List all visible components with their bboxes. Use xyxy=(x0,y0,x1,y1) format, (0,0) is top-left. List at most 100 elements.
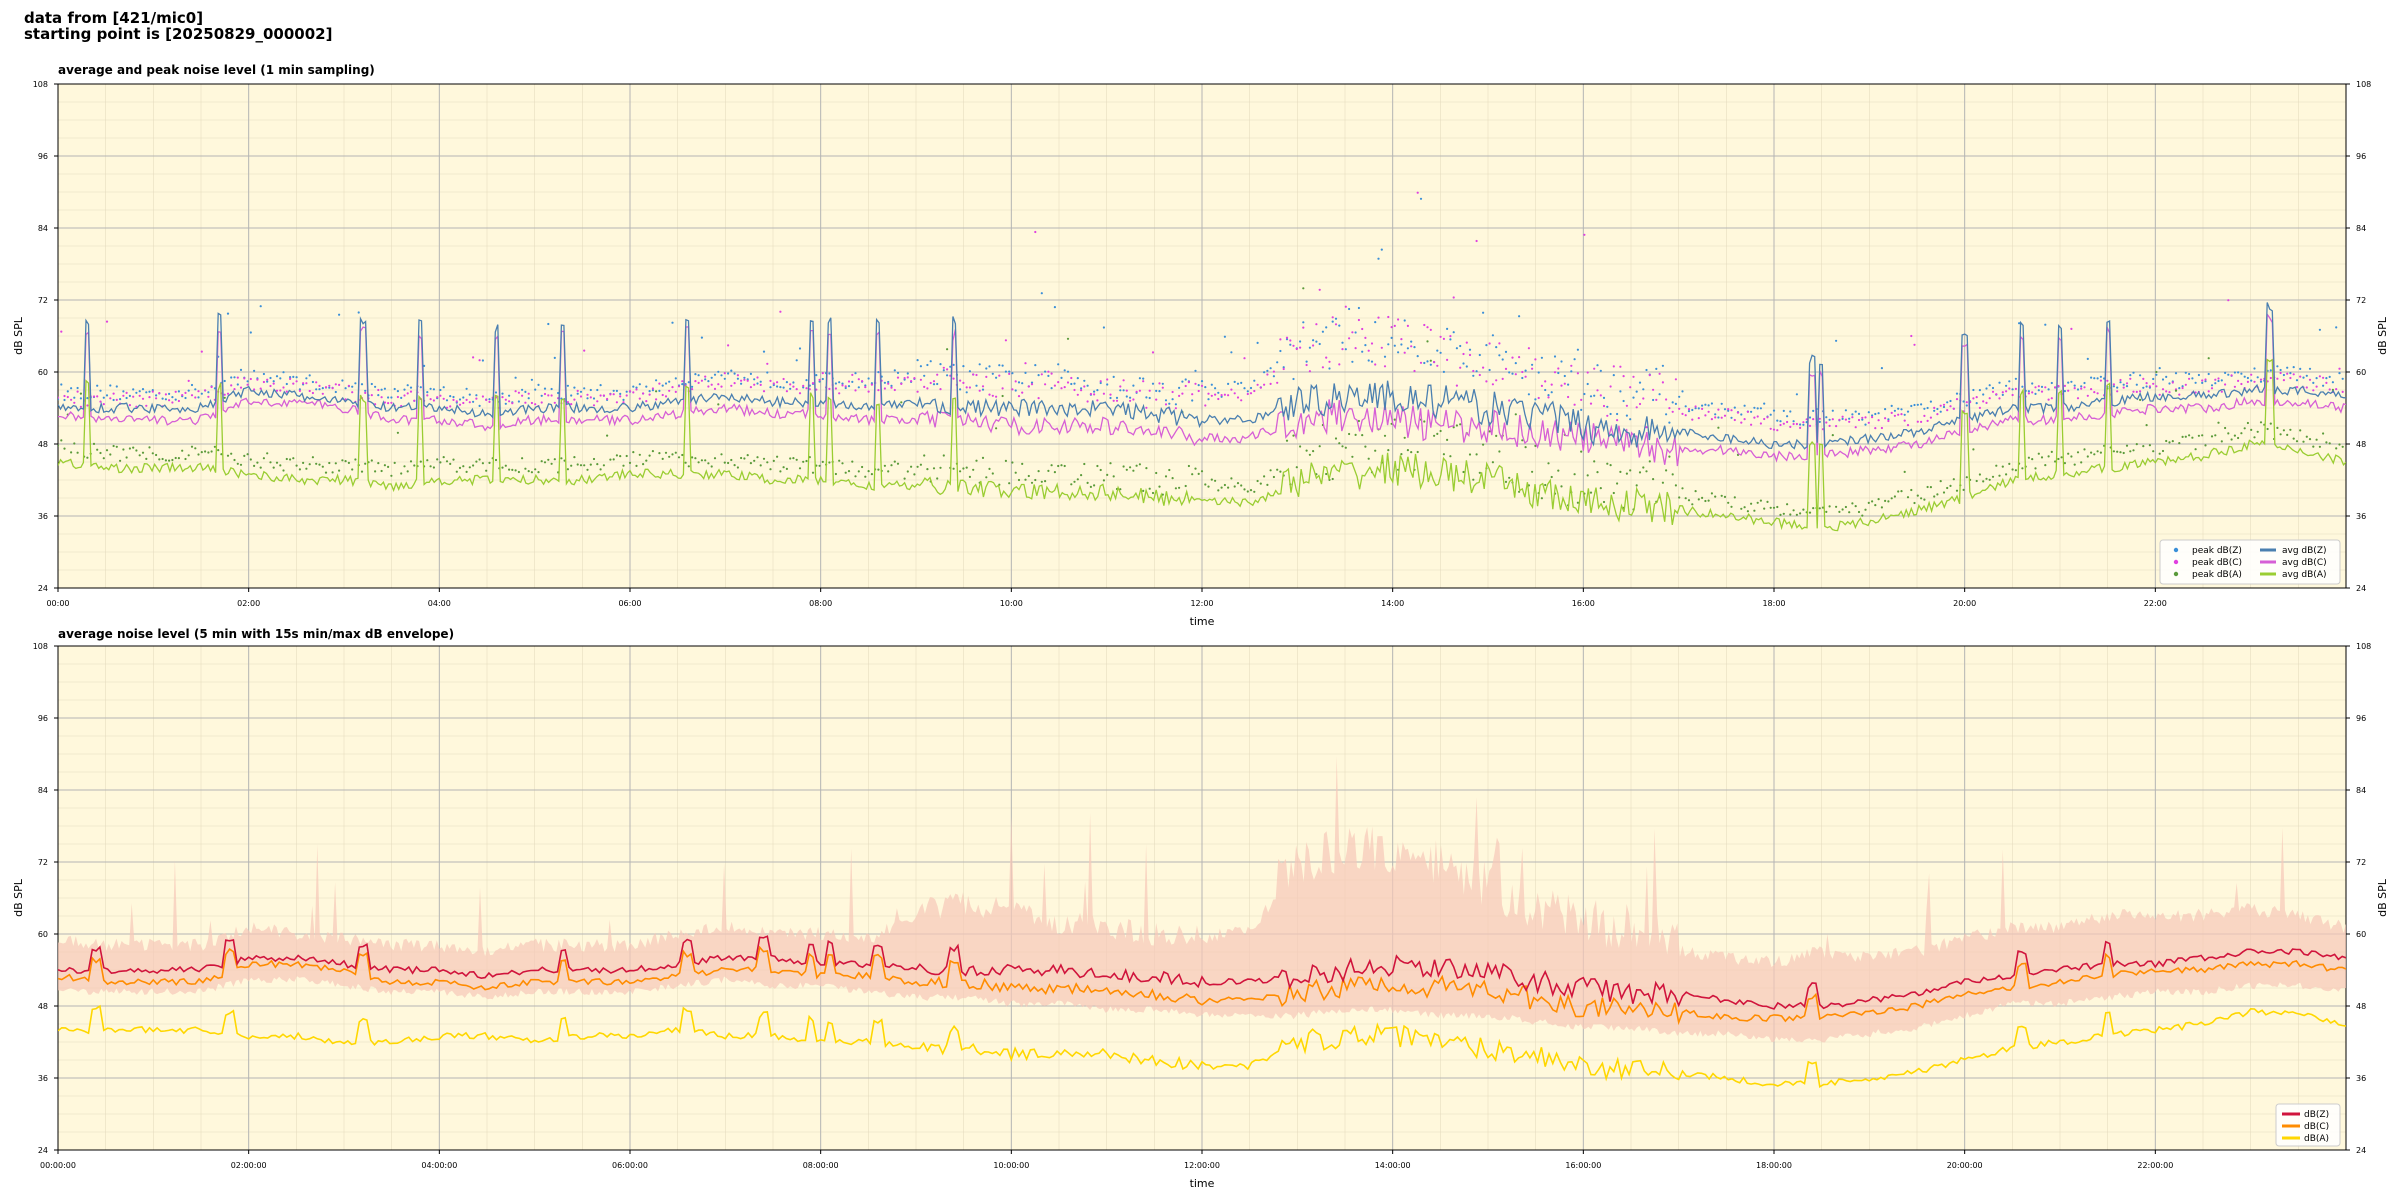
peak-point xyxy=(1910,488,1913,492)
peak-point xyxy=(1433,434,1436,437)
peak-point xyxy=(1835,339,1838,342)
peak-point xyxy=(2197,373,2200,377)
peak-point xyxy=(168,392,171,395)
p2-x-axis-label: time xyxy=(1190,1177,1215,1190)
peak-point xyxy=(148,446,151,449)
p1-y-tick-label: 72 xyxy=(38,296,48,305)
peak-point xyxy=(1531,363,1534,366)
peak-point xyxy=(1351,360,1354,363)
peak-point xyxy=(818,378,821,381)
peak-point xyxy=(2286,366,2289,369)
peak-point xyxy=(1521,439,1524,442)
peak-point xyxy=(769,386,772,389)
peak-point xyxy=(694,457,697,460)
peak-point xyxy=(1024,362,1027,365)
peak-point xyxy=(259,466,262,469)
peak-point xyxy=(1269,382,1272,385)
peak-point xyxy=(2135,390,2138,393)
peak-point xyxy=(1132,384,1135,387)
peak-point xyxy=(877,468,880,471)
peak-point xyxy=(109,453,112,456)
peak-point xyxy=(396,390,399,393)
peak-point xyxy=(475,394,478,397)
peak-point xyxy=(877,371,880,374)
peak-point xyxy=(1782,422,1785,425)
peak-point xyxy=(112,398,115,402)
peak-point xyxy=(759,383,762,386)
peak-point xyxy=(1282,367,1285,371)
peak-point xyxy=(2122,383,2125,386)
peak-point xyxy=(903,377,906,380)
peak-point xyxy=(1155,398,1158,401)
peak-point xyxy=(736,466,740,469)
peak-point xyxy=(1155,389,1158,392)
peak-point xyxy=(2086,394,2089,397)
peak-point xyxy=(478,359,481,362)
peak-point xyxy=(390,474,393,477)
peak-point xyxy=(295,380,298,383)
peak-point xyxy=(1743,404,1746,407)
peak-point xyxy=(1377,257,1380,260)
peak-point xyxy=(1498,354,1501,357)
peak-point xyxy=(387,402,390,405)
peak-point xyxy=(508,468,511,471)
peak-point xyxy=(635,388,638,391)
peak-point xyxy=(1449,455,1452,458)
peak-point xyxy=(2210,435,2214,438)
peak-point xyxy=(2289,376,2292,380)
legend-entry-label: avg dB(C) xyxy=(2282,558,2327,568)
peak-point xyxy=(638,397,641,400)
peak-point xyxy=(1701,496,1704,499)
peak-point xyxy=(707,385,710,388)
peak-point xyxy=(1191,393,1194,396)
peak-point xyxy=(566,384,570,387)
peak-point xyxy=(651,389,655,392)
peak-point xyxy=(73,396,76,399)
peak-point xyxy=(2060,456,2063,459)
peak-point xyxy=(246,383,249,386)
peak-point xyxy=(115,445,118,448)
peak-point xyxy=(174,398,177,401)
peak-point xyxy=(66,395,69,399)
peak-point xyxy=(1844,409,1847,412)
peak-point xyxy=(1459,366,1462,369)
peak-point xyxy=(1442,453,1445,456)
peak-point xyxy=(1328,367,1331,370)
peak-point xyxy=(592,457,596,461)
peak-point xyxy=(462,465,465,468)
peak-point xyxy=(1318,288,1321,291)
peak-point xyxy=(2338,372,2341,375)
peak-point xyxy=(1648,374,1651,377)
peak-point xyxy=(1367,349,1370,352)
peak-point xyxy=(1933,409,1936,412)
peak-point xyxy=(1187,381,1190,384)
peak-point xyxy=(279,464,282,467)
peak-point xyxy=(1292,434,1295,437)
peak-point xyxy=(1772,428,1776,431)
peak-point xyxy=(1276,468,1279,471)
peak-point xyxy=(253,388,256,391)
peak-point xyxy=(1106,473,1109,476)
peak-point xyxy=(1279,470,1282,473)
peak-point xyxy=(501,392,504,395)
peak-point xyxy=(1119,389,1122,392)
peak-point xyxy=(488,461,491,464)
peak-point xyxy=(2230,374,2233,377)
peak-point xyxy=(1302,326,1305,329)
peak-point xyxy=(841,384,844,387)
peak-point xyxy=(1991,475,1995,478)
peak-point xyxy=(913,377,916,380)
peak-point xyxy=(2008,387,2011,390)
peak-point xyxy=(527,392,530,395)
peak-point xyxy=(975,384,978,387)
peak-point xyxy=(779,310,782,313)
peak-point xyxy=(821,377,824,381)
peak-point xyxy=(1070,382,1073,386)
peak-point xyxy=(717,403,720,406)
peak-point xyxy=(58,396,60,399)
peak-point xyxy=(2132,390,2135,393)
peak-point xyxy=(341,379,344,382)
peak-point xyxy=(1312,339,1315,342)
peak-point xyxy=(1720,494,1723,497)
peak-point xyxy=(550,387,553,391)
